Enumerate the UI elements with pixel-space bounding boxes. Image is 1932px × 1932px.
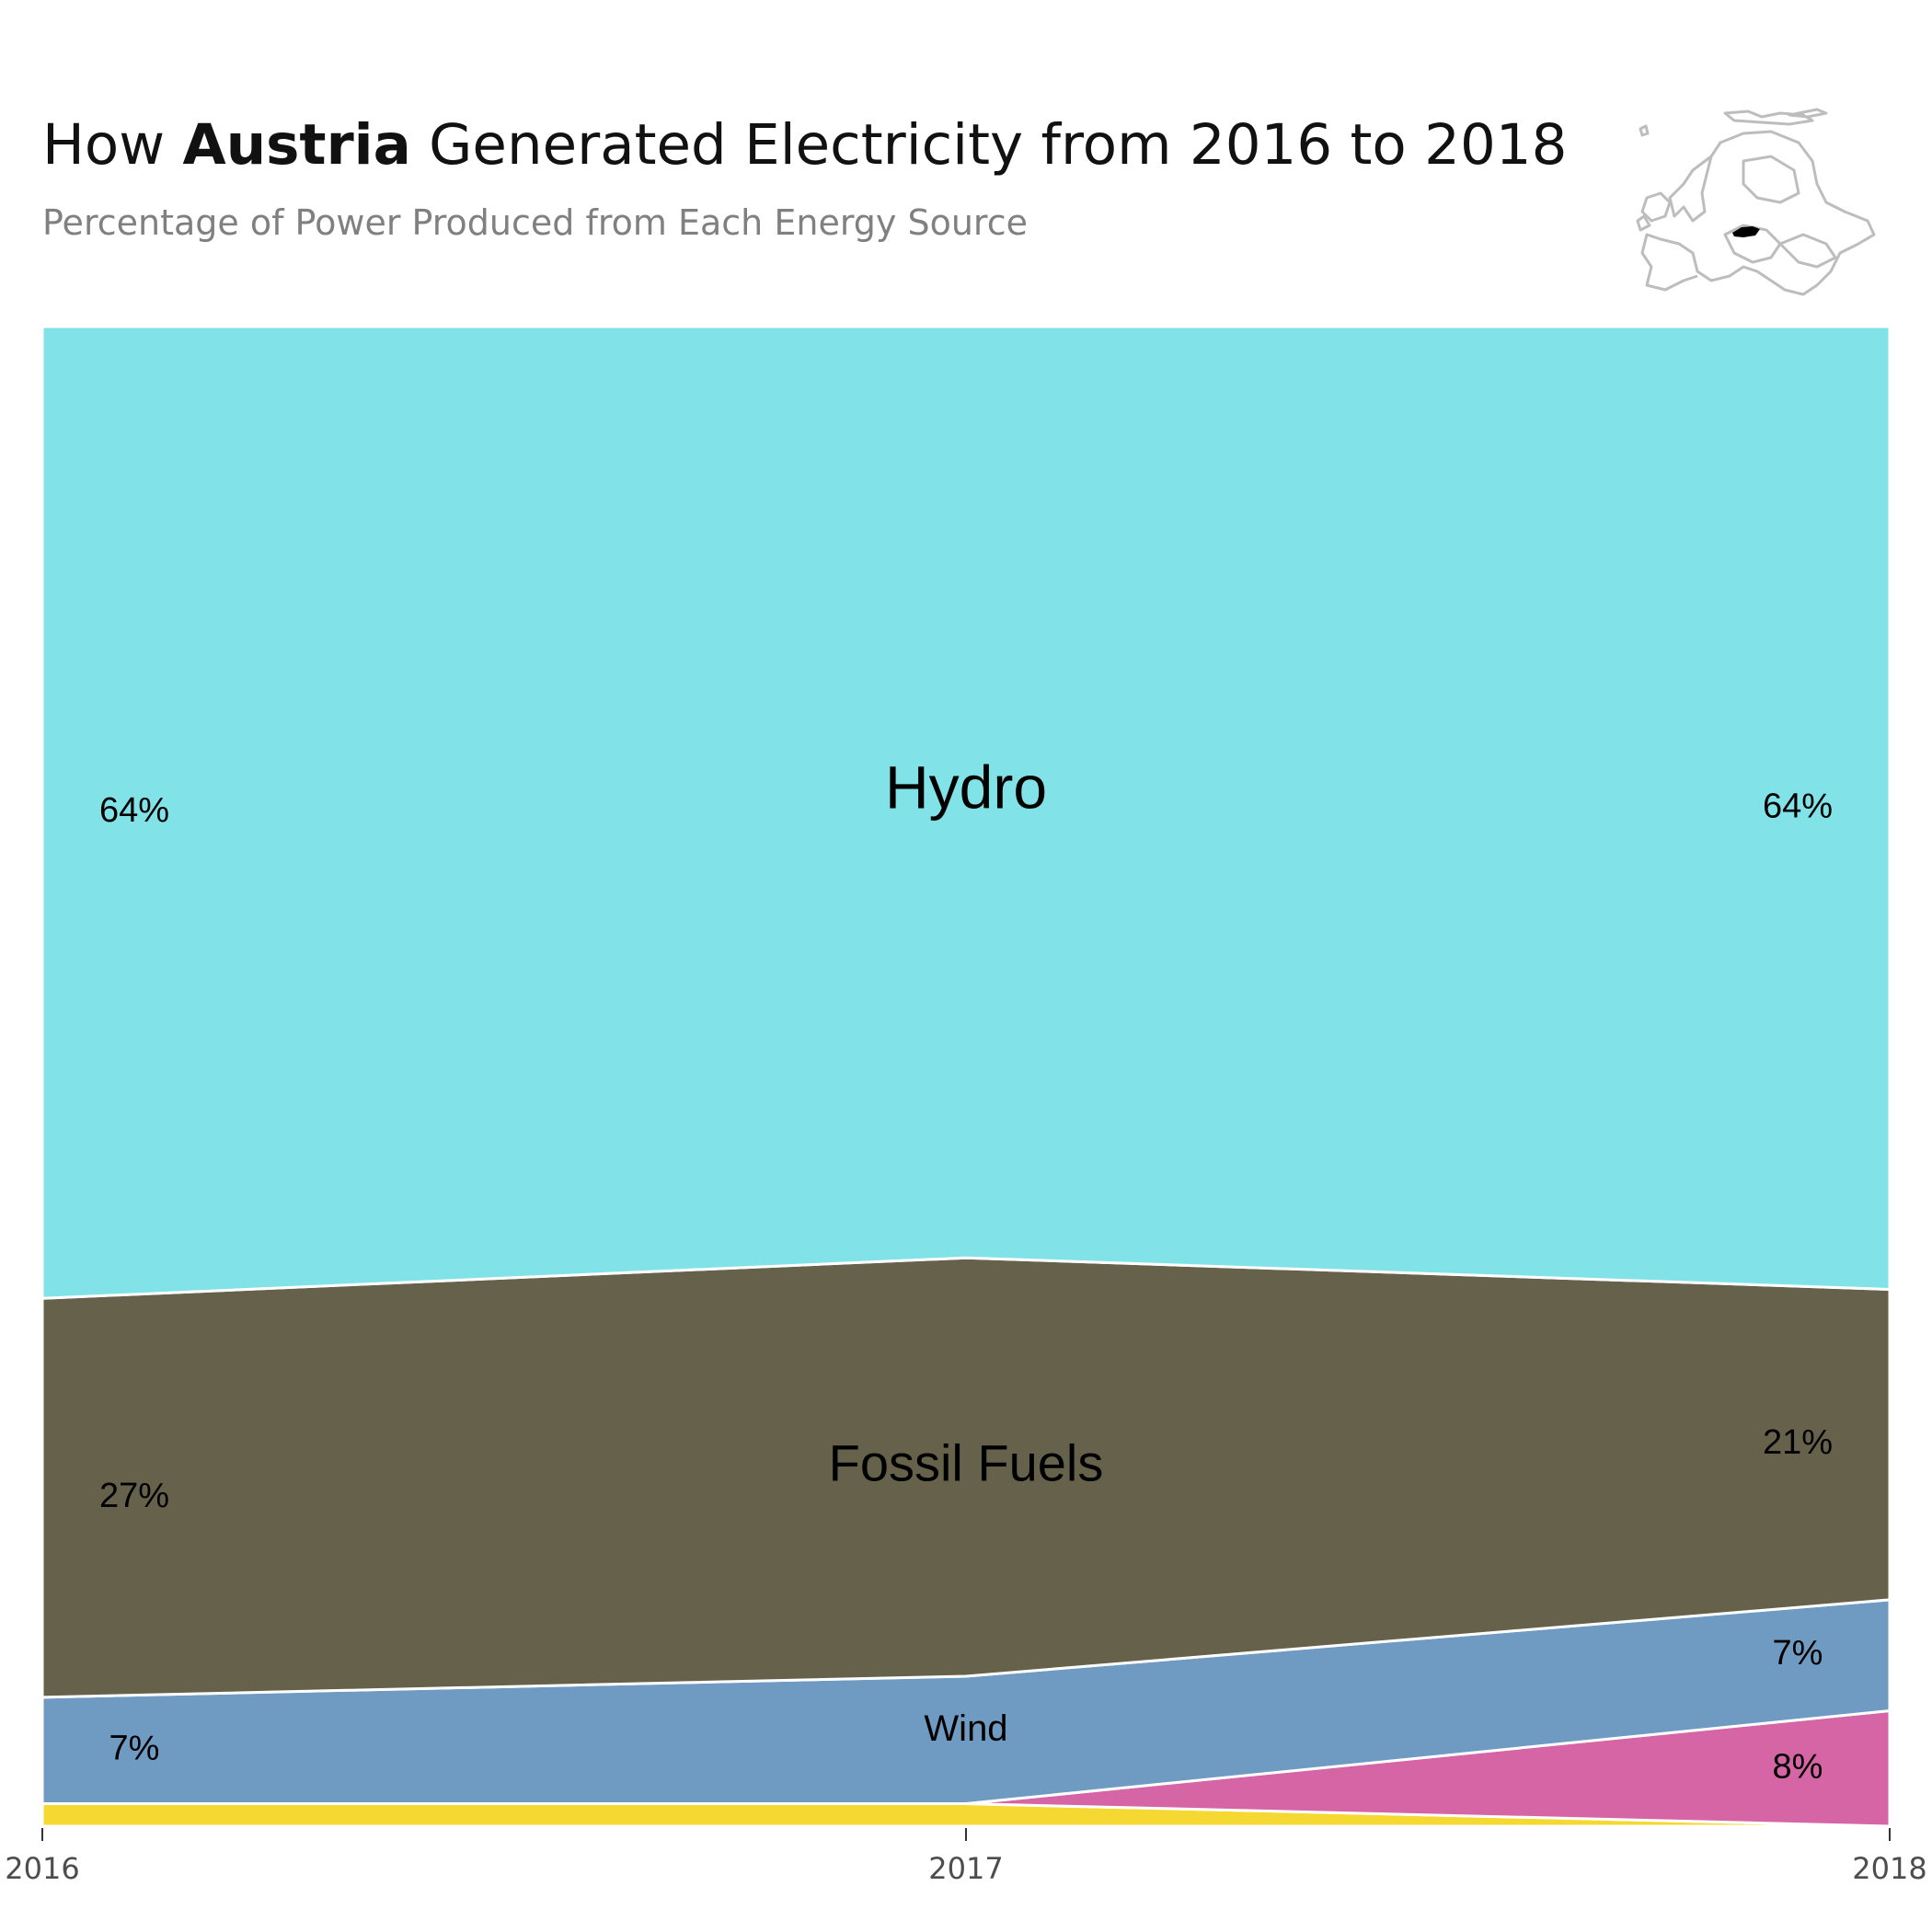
title-country: Austria bbox=[182, 112, 411, 178]
x-tick-label-2017: 2017 bbox=[928, 1851, 1003, 1886]
x-axis: 2016 2017 2018 bbox=[5, 1828, 1927, 1886]
value-label-2018-pink: 8% bbox=[1773, 1747, 1823, 1786]
chart-title: How Austria Generated Electricity from 2… bbox=[42, 112, 1567, 178]
series-label-fossil-fuels: Fossil Fuels bbox=[829, 1433, 1104, 1491]
austria-highlight bbox=[1732, 226, 1760, 237]
series-label-hydro: Hydro bbox=[885, 753, 1047, 822]
x-tick-label-2018: 2018 bbox=[1852, 1851, 1926, 1886]
value-labels: 64% 27% 7% 64% 21% 7% 8% Wind Fossil Fuels Hydro bbox=[99, 753, 1833, 1787]
value-label-2016-wind: 7% bbox=[109, 1730, 160, 1768]
chart-subtitle: Percentage of Power Produced from Each E… bbox=[42, 202, 1028, 243]
title-prefix: How bbox=[42, 112, 183, 178]
value-label-2018-fossil-fuels: 21% bbox=[1763, 1423, 1833, 1462]
area-hydro bbox=[40, 325, 1892, 1300]
value-label-2018-hydro: 64% bbox=[1763, 787, 1833, 825]
x-tick-label-2016: 2016 bbox=[5, 1851, 79, 1886]
value-label-2016-fossil-fuels: 27% bbox=[99, 1477, 169, 1515]
series-label-wind: Wind bbox=[924, 1708, 1007, 1749]
area-layers bbox=[40, 325, 1892, 1828]
value-label-2016-hydro: 64% bbox=[99, 791, 169, 830]
title-suffix: Generated Electricity from 2016 to 2018 bbox=[410, 112, 1568, 178]
europe-map-icon bbox=[1636, 108, 1876, 296]
value-label-2018-wind: 7% bbox=[1773, 1634, 1823, 1673]
